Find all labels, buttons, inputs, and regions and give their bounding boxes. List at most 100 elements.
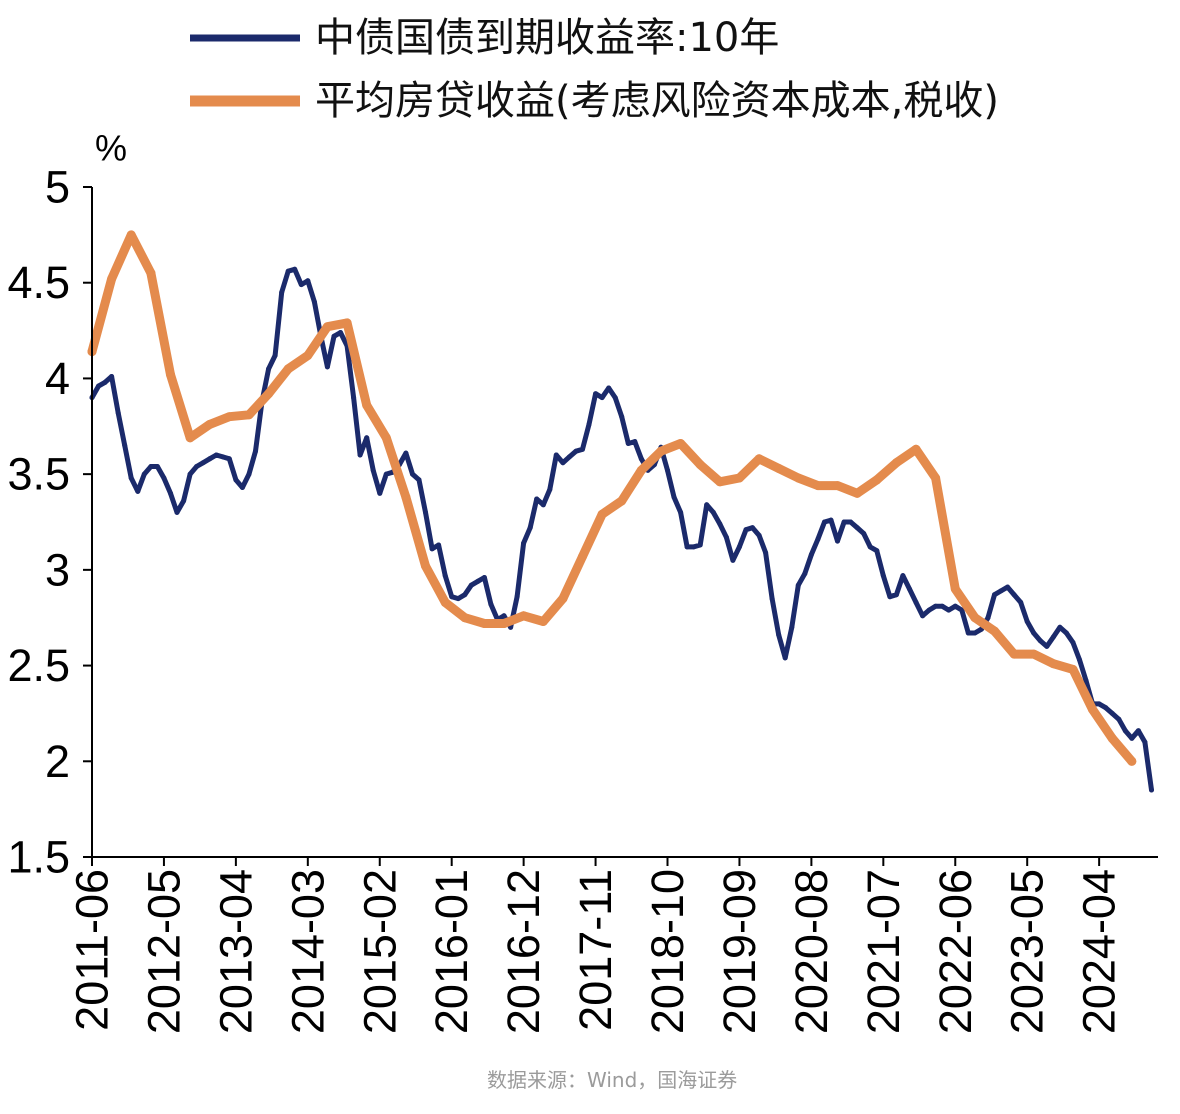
data-point-bond-yield (1031, 630, 1037, 636)
data-point-bond-yield (1129, 735, 1135, 741)
data-point-mortgage-yield (460, 613, 470, 623)
data-point-mortgage-yield (754, 454, 764, 464)
data-point-bond-yield (769, 596, 775, 602)
x-tick-label: 2024-04 (1074, 869, 1125, 1034)
plot-series (87, 230, 1154, 793)
data-point-bond-yield (972, 630, 978, 636)
x-tick-label: 2016-12 (498, 869, 549, 1034)
data-point-bond-yield (553, 452, 559, 458)
data-point-mortgage-yield (440, 597, 450, 607)
data-point-bond-yield (501, 613, 507, 619)
data-point-mortgage-yield (322, 322, 332, 332)
data-point-bond-yield (514, 594, 520, 600)
data-point-bond-yield (691, 544, 697, 550)
data-point-bond-yield (109, 374, 115, 379)
data-point-mortgage-yield (264, 389, 274, 399)
data-point-bond-yield (311, 299, 317, 305)
data-point-bond-yield (913, 599, 919, 605)
data-point-bond-yield (835, 538, 840, 544)
data-point-bond-yield (383, 471, 389, 477)
data-point-mortgage-yield (1127, 756, 1137, 766)
data-point-bond-yield (750, 525, 755, 531)
x-tick-label: 2021-07 (858, 869, 909, 1034)
data-point-mortgage-yield (244, 410, 254, 420)
data-point-bond-yield (1122, 728, 1128, 734)
data-point-bond-yield (638, 456, 644, 462)
data-point-bond-yield (887, 594, 893, 600)
data-point-bond-yield (1149, 787, 1154, 793)
data-point-bond-yield (1096, 701, 1102, 707)
data-point-bond-yield (907, 586, 912, 592)
data-point-bond-yield (468, 582, 474, 588)
data-point-bond-yield (861, 531, 867, 536)
data-point-mortgage-yield (1068, 664, 1078, 674)
data-point-mortgage-yield (519, 611, 529, 621)
x-tick-label: 2011-06 (67, 869, 118, 1031)
data-point-bond-yield (1077, 657, 1082, 663)
data-point-bond-yield (181, 498, 187, 504)
data-point-bond-yield (795, 582, 801, 588)
legend-label-bond-yield: 中债国债到期收益率:10年 (315, 15, 779, 61)
data-point-bond-yield (998, 588, 1004, 594)
data-point-bond-yield (1018, 599, 1024, 605)
data-point-bond-yield (305, 278, 311, 284)
data-point-bond-yield (874, 548, 880, 554)
data-point-mortgage-yield (833, 481, 842, 491)
data-point-bond-yield (1116, 716, 1122, 722)
data-point-mortgage-yield (774, 463, 784, 473)
data-point-bond-yield (253, 448, 258, 454)
data-point-mortgage-yield (734, 473, 744, 483)
data-point-bond-yield (959, 607, 965, 613)
data-point-bond-yield (848, 519, 854, 525)
data-point-bond-yield (1083, 678, 1089, 684)
data-point-bond-yield (462, 592, 468, 598)
data-point-bond-yield (1050, 634, 1056, 640)
data-point-bond-yield (370, 467, 376, 473)
data-point-bond-yield (1011, 592, 1017, 598)
data-point-bond-yield (606, 385, 612, 391)
x-tick-label: 2014-03 (282, 869, 333, 1034)
data-point-bond-yield (704, 502, 710, 508)
data-point-bond-yield (1142, 739, 1148, 745)
data-point-mortgage-yield (931, 473, 941, 483)
data-point-bond-yield (233, 477, 239, 483)
x-tick-label: 2020-08 (786, 869, 837, 1034)
data-point-bond-yield (324, 364, 330, 370)
data-point-bond-yield (1135, 728, 1141, 734)
data-point-bond-yield (802, 571, 808, 577)
data-point-bond-yield (736, 544, 742, 550)
data-point-mortgage-yield (499, 619, 509, 628)
data-point-bond-yield (867, 544, 873, 550)
data-point-mortgage-yield (891, 458, 901, 468)
data-point-bond-yield (625, 441, 631, 446)
data-point-bond-yield (141, 471, 147, 477)
x-tick-label: 2012-05 (138, 869, 189, 1034)
data-point-bond-yield (331, 333, 337, 339)
data-point-mortgage-yield (911, 444, 921, 454)
data-point-bond-yield (822, 519, 827, 525)
data-point-bond-yield (122, 442, 128, 448)
data-point-bond-yield (900, 573, 906, 579)
data-point-mortgage-yield (283, 364, 293, 374)
y-tick-label: 4 (45, 353, 70, 404)
data-point-bond-yield (96, 383, 101, 389)
data-point-bond-yield (880, 573, 886, 579)
data-point-bond-yield (481, 575, 487, 580)
data-point-bond-yield (285, 268, 291, 274)
data-point-bond-yield (854, 525, 860, 531)
data-point-bond-yield (671, 494, 677, 500)
data-point-bond-yield (226, 456, 232, 462)
data-point-bond-yield (239, 485, 245, 490)
data-point-mortgage-yield (990, 626, 999, 636)
data-point-bond-yield (723, 534, 729, 540)
data-point-bond-yield (527, 525, 533, 531)
data-point-mortgage-yield (793, 473, 803, 483)
data-point-bond-yield (416, 477, 422, 483)
data-point-mortgage-yield (362, 400, 372, 410)
data-point-bond-yield (1057, 624, 1063, 630)
data-point-mortgage-yield (695, 460, 705, 470)
data-point-mortgage-yield (676, 439, 686, 448)
data-point-bond-yield (841, 519, 847, 525)
data-point-mortgage-yield (381, 433, 391, 443)
y-tick-label: 5 (45, 162, 70, 213)
